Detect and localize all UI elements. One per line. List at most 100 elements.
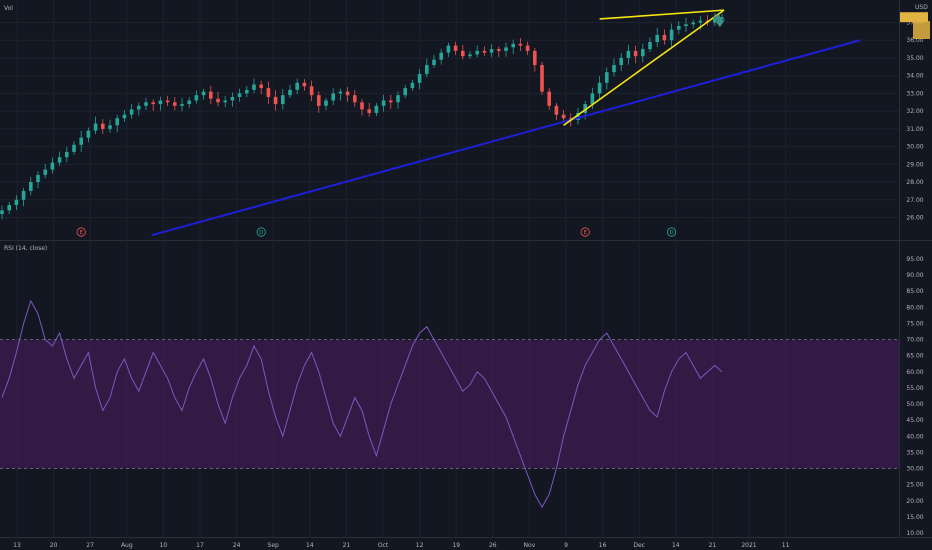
rsi-series[interactable] (1, 299, 723, 509)
candle-body (461, 50, 465, 57)
candle-body (720, 17, 724, 19)
candle-body (439, 52, 443, 60)
support-trendline (151, 39, 861, 237)
last-price-tag-highlight (913, 21, 930, 39)
candle-body (108, 125, 112, 129)
currency-label[interactable]: USD (915, 4, 928, 11)
candle-body (201, 91, 206, 96)
time-tick-label: 21 (343, 542, 351, 549)
candle-body (367, 109, 371, 113)
candle-body (281, 95, 285, 105)
price-tick-label: 35.00 (906, 55, 923, 62)
candle-body (547, 91, 551, 106)
event-marker[interactable]: E (76, 227, 86, 237)
candle-body (533, 50, 537, 66)
time-tick-label: 27 (86, 542, 94, 549)
candle-body (446, 45, 451, 53)
candle-body (374, 105, 379, 113)
candle-body (324, 100, 328, 106)
candle-body (50, 162, 55, 170)
rsi-tick-label: 85.00 (906, 288, 923, 295)
candle-body (669, 29, 674, 41)
candle-body (561, 114, 566, 119)
time-tick-label: 24 (233, 542, 241, 549)
candle-body (468, 54, 472, 57)
rsi-tick-label: 55.00 (906, 385, 923, 392)
event-marker-circle (666, 227, 677, 237)
rsi-tick-label: 40.00 (906, 433, 923, 440)
candle-body (259, 84, 263, 89)
candle-body (122, 114, 127, 119)
candle-body (173, 102, 177, 106)
rsi-tick-label: 95.00 (906, 256, 923, 263)
wedge-lower-line (563, 9, 725, 126)
candle-body (489, 49, 494, 53)
candle-body (151, 102, 155, 105)
rsi-tick-label: 80.00 (906, 304, 923, 311)
time-tick-label: 21 (709, 542, 717, 549)
rsi-tick-label: 70.00 (906, 337, 923, 344)
candle-body (302, 82, 307, 87)
candle-body (540, 65, 544, 92)
time-tick-label: 13 (13, 542, 21, 549)
candle-body (338, 91, 343, 94)
candle-body (93, 123, 98, 131)
candle-body (684, 24, 688, 27)
time-tick-label: 17 (196, 542, 204, 549)
candle-body (396, 95, 400, 103)
candle-body (309, 86, 314, 96)
time-tick-label: 19 (452, 542, 460, 549)
candle-body (14, 199, 19, 206)
candle-body (223, 100, 227, 103)
candle-body (497, 49, 501, 51)
rsi-tick-label: 35.00 (906, 449, 923, 456)
candle-body (691, 22, 695, 25)
candle-body (65, 151, 69, 158)
candle-body (475, 50, 479, 55)
rsi-label[interactable]: RSI (14, close) (4, 245, 47, 252)
price-tick-label: 33.00 (906, 90, 923, 97)
candle-body (597, 82, 602, 94)
wedge-upper-line (599, 9, 725, 20)
rsi-line (1, 299, 723, 509)
candle-body (317, 95, 321, 106)
time-tick-label: 11 (782, 542, 790, 549)
time-tick-label: 2021 (741, 542, 756, 549)
candle-body (230, 96, 235, 101)
candle-body (57, 157, 62, 163)
candle-body (641, 49, 645, 57)
event-marker[interactable]: E (580, 227, 590, 237)
rsi-tick-label: 75.00 (906, 320, 923, 327)
time-tick-label: Dec (633, 542, 645, 549)
candle-body (158, 100, 163, 105)
candle-body (504, 47, 508, 51)
drawings[interactable] (151, 9, 861, 237)
candle-body (345, 91, 350, 96)
candle-body (417, 73, 422, 83)
candle-body (144, 102, 148, 106)
down-arrow-icon (713, 14, 725, 28)
candle-body (29, 182, 33, 191)
candle-body (389, 100, 393, 103)
last-price-tag (900, 12, 928, 23)
candle-body (677, 26, 681, 30)
candle-body (36, 174, 40, 183)
candle-body (662, 34, 667, 41)
candle-body (633, 50, 638, 57)
time-tick-label: Oct (378, 542, 389, 549)
candle-body (252, 84, 256, 90)
rsi-tick-label: 50.00 (906, 401, 923, 408)
candle-body (180, 104, 184, 106)
rsi-tick-label: 65.00 (906, 353, 923, 360)
rsi-axis[interactable]: 10.00 15.00 20.00 25.00 30.00 35.00 40.00 45.00… (906, 256, 923, 537)
candle-body (237, 93, 242, 97)
candle-body (43, 169, 47, 175)
candle-body (410, 82, 415, 89)
time-axis[interactable]: 13 20 27 Aug 10 17 24 Sep 14 21 Oct 12 19 26 Nov 9 16 Dec… (13, 542, 789, 549)
event-marker[interactable]: D (666, 227, 677, 237)
candle-body (7, 205, 11, 211)
event-marker[interactable]: D (256, 227, 266, 237)
price-tick-label: 27.00 (906, 197, 923, 204)
